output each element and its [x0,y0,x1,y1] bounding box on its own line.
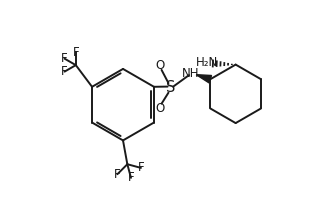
Text: F: F [61,52,68,65]
Text: O: O [156,102,165,115]
Text: F: F [73,46,79,59]
Text: S: S [166,80,175,95]
Text: F: F [138,161,144,174]
Text: O: O [156,59,165,72]
Text: F: F [61,65,68,78]
Text: NH: NH [182,67,200,80]
Text: F: F [114,168,121,181]
Text: H₂N: H₂N [196,56,218,69]
Polygon shape [196,75,212,83]
Text: F: F [128,171,134,184]
